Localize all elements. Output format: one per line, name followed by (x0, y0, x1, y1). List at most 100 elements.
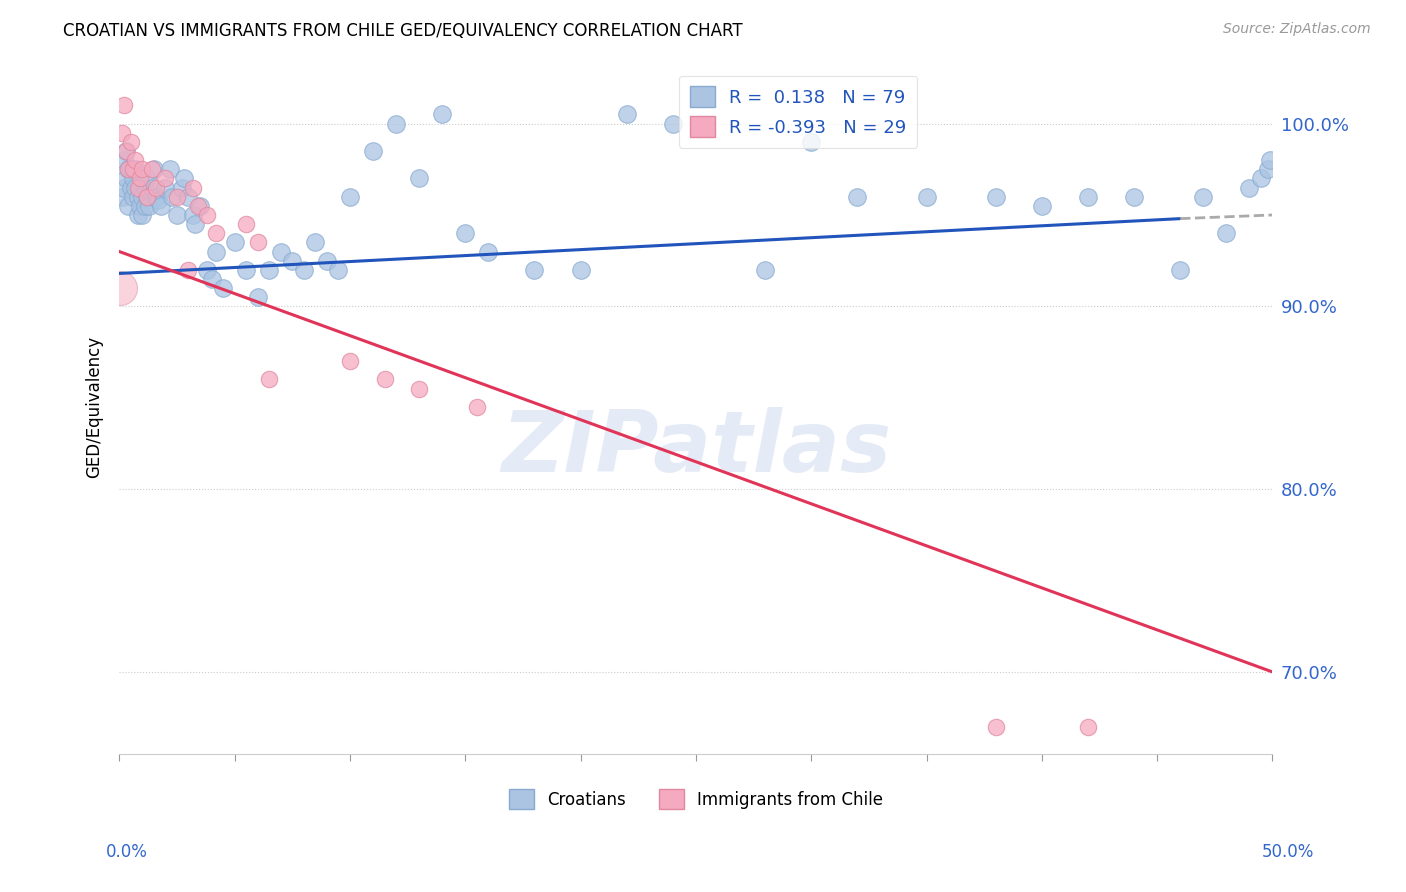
Point (477, 244, 499, 259)
Point (141, 180, 163, 194)
Point (754, 262, 776, 277)
Point (1031, 199, 1053, 213)
Point (1258, 153, 1281, 168)
Point (270, 244, 292, 259)
Y-axis label: GED/Equivalency: GED/Equivalency (86, 336, 103, 478)
Point (205, 244, 228, 259)
Point (523, 262, 546, 277)
Point (328, 262, 350, 277)
Point (131, 162, 153, 177)
Point (127, 190, 149, 204)
Point (246, 290, 269, 304)
Point (131, 190, 153, 204)
Text: CROATIAN VS IMMIGRANTS FROM CHILE GED/EQUIVALENCY CORRELATION CHART: CROATIAN VS IMMIGRANTS FROM CHILE GED/EQ… (63, 22, 742, 40)
Point (235, 262, 257, 277)
Point (166, 190, 188, 204)
Point (569, 262, 592, 277)
Point (177, 190, 200, 204)
Point (134, 180, 156, 194)
Point (112, 153, 135, 168)
Point (800, 135, 823, 149)
Point (304, 235, 326, 250)
Point (115, 144, 138, 158)
Text: 50.0%: 50.0% (1263, 843, 1315, 861)
Point (110, 126, 132, 140)
Point (195, 262, 218, 277)
Point (112, 180, 135, 194)
Point (339, 354, 361, 368)
Point (846, 190, 869, 204)
Point (1257, 162, 1279, 177)
Point (257, 372, 280, 386)
Point (141, 162, 163, 177)
Point (120, 135, 142, 149)
Point (159, 162, 181, 177)
Point (184, 217, 207, 231)
Point (187, 199, 209, 213)
Point (122, 162, 145, 177)
Point (465, 400, 488, 414)
Point (408, 171, 430, 186)
Point (315, 253, 337, 268)
Point (166, 208, 188, 222)
Point (1192, 190, 1215, 204)
Point (149, 199, 172, 213)
Point (361, 144, 384, 158)
Point (145, 180, 167, 194)
Point (136, 171, 159, 186)
Point (339, 190, 361, 204)
Point (984, 190, 1007, 204)
Point (120, 180, 142, 194)
Point (129, 171, 152, 186)
Point (212, 281, 235, 295)
Point (385, 117, 408, 131)
Point (408, 382, 430, 396)
Point (292, 262, 315, 277)
Point (112, 98, 135, 112)
Point (131, 208, 153, 222)
Point (205, 226, 228, 240)
Point (115, 171, 138, 186)
Point (122, 171, 145, 186)
Point (124, 180, 146, 194)
Point (1077, 190, 1099, 204)
Point (127, 180, 149, 194)
Point (173, 171, 195, 186)
Point (200, 272, 222, 286)
Legend: Croatians, Immigrants from Chile: Croatians, Immigrants from Chile (502, 783, 890, 815)
Point (138, 199, 160, 213)
Point (454, 226, 477, 240)
Point (162, 190, 184, 204)
Point (115, 144, 138, 158)
Point (145, 190, 167, 204)
Point (430, 107, 453, 121)
Point (195, 208, 218, 222)
Point (177, 262, 200, 277)
Point (1250, 171, 1272, 186)
Text: ZIPatlas: ZIPatlas (501, 407, 891, 490)
Point (148, 194, 170, 208)
Point (984, 720, 1007, 734)
Point (110, 190, 132, 204)
Point (136, 190, 159, 204)
Point (124, 162, 146, 177)
Point (155, 180, 177, 194)
Point (188, 199, 211, 213)
Text: 0.0%: 0.0% (105, 843, 148, 861)
Point (1168, 262, 1191, 277)
Point (616, 107, 638, 121)
Text: Source: ZipAtlas.com: Source: ZipAtlas.com (1223, 22, 1371, 37)
Point (373, 372, 395, 386)
Point (915, 190, 938, 204)
Point (257, 262, 280, 277)
Point (181, 180, 204, 194)
Point (1123, 190, 1146, 204)
Point (1215, 226, 1237, 240)
Point (134, 199, 156, 213)
Point (122, 190, 145, 204)
Point (117, 162, 139, 177)
Point (129, 180, 152, 194)
Point (235, 217, 257, 231)
Point (181, 208, 204, 222)
Point (117, 199, 139, 213)
